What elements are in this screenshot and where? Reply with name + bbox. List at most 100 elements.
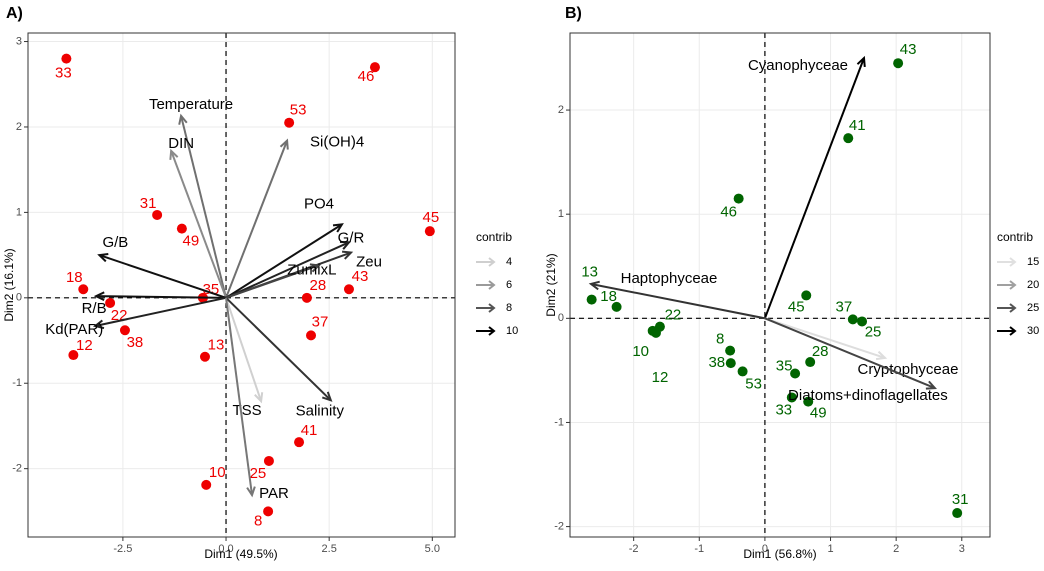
arrow-head bbox=[341, 250, 354, 260]
arrow-head bbox=[875, 350, 888, 361]
y-tick-label: 1 bbox=[16, 206, 22, 218]
variable-label: Kd(PAR) bbox=[45, 321, 103, 338]
arrow-head bbox=[925, 380, 938, 390]
point bbox=[857, 316, 868, 327]
legend-label: 6 bbox=[506, 279, 512, 291]
point bbox=[68, 350, 79, 361]
legend-title: contrib bbox=[997, 230, 1033, 244]
variable-arrow bbox=[764, 317, 886, 359]
point bbox=[733, 193, 744, 204]
variable-arrow bbox=[170, 150, 227, 299]
point-label: 12 bbox=[76, 337, 93, 354]
y-axis-title: Dim2 (16.1%) bbox=[2, 248, 16, 321]
legend-key-head bbox=[488, 326, 496, 336]
point bbox=[952, 508, 963, 519]
y-tick-label: 0 bbox=[558, 312, 564, 324]
point-label: 25 bbox=[865, 323, 882, 340]
point bbox=[650, 327, 661, 338]
point-label: 8 bbox=[716, 331, 724, 348]
variable-label: Cyanophyceae bbox=[748, 57, 848, 74]
point-label: 43 bbox=[352, 268, 369, 285]
y-axis-title: Dim2 (21%) bbox=[544, 253, 558, 316]
point-label: 25 bbox=[250, 465, 267, 482]
point-label: 46 bbox=[720, 204, 737, 221]
x-tick-label: -2 bbox=[629, 543, 639, 555]
point-label: 33 bbox=[775, 401, 792, 418]
arrow-head bbox=[332, 223, 344, 233]
arrow-head bbox=[321, 391, 333, 402]
point-label: 43 bbox=[900, 41, 917, 58]
point-label: 45 bbox=[422, 209, 439, 226]
point bbox=[790, 368, 801, 379]
arrow-head bbox=[169, 148, 179, 160]
point-label: 31 bbox=[140, 195, 157, 212]
plot-border bbox=[569, 32, 991, 538]
point bbox=[843, 133, 854, 144]
variable-arrow bbox=[225, 140, 289, 299]
arrow-head bbox=[246, 486, 256, 498]
arrow-head bbox=[588, 280, 600, 291]
chart-title: A) bbox=[6, 5, 23, 22]
variable-arrow bbox=[225, 297, 263, 402]
point bbox=[176, 223, 187, 234]
point-label: 18 bbox=[66, 269, 83, 286]
arrow-head bbox=[856, 55, 866, 68]
variable-label: G/R bbox=[338, 229, 365, 246]
legend-key-head bbox=[1009, 280, 1017, 290]
y-tick-label: 2 bbox=[558, 104, 564, 116]
variable-arrow bbox=[99, 254, 227, 299]
y-tick-label: -1 bbox=[554, 416, 564, 428]
point bbox=[801, 290, 812, 301]
y-tick-label: -2 bbox=[12, 463, 22, 475]
x-tick-label: 3 bbox=[959, 543, 965, 555]
point bbox=[424, 226, 435, 237]
point-label: 33 bbox=[55, 65, 72, 82]
x-tick-label: 2 bbox=[893, 543, 899, 555]
legend-key-head bbox=[1009, 326, 1017, 336]
point-label: 10 bbox=[632, 343, 649, 360]
variable-label: PAR bbox=[259, 485, 289, 502]
x-tick-label: -1 bbox=[694, 543, 704, 555]
variable-arrow bbox=[96, 295, 227, 299]
variable-label: Temperature bbox=[149, 96, 233, 113]
arrow-head bbox=[309, 263, 322, 273]
arrow-head bbox=[279, 138, 289, 150]
legend-label: 30 bbox=[1027, 325, 1039, 337]
point-label: 49 bbox=[183, 233, 200, 250]
variable-arrow bbox=[763, 57, 865, 319]
point-label: 35 bbox=[776, 357, 793, 374]
plot-background bbox=[28, 33, 455, 537]
legend-key-head bbox=[1009, 257, 1017, 267]
point bbox=[284, 117, 295, 128]
legend-label: 15 bbox=[1027, 256, 1039, 268]
point bbox=[306, 330, 317, 341]
point bbox=[725, 358, 736, 369]
variable-label: Zeu bbox=[356, 254, 382, 271]
point-label: 31 bbox=[952, 491, 969, 508]
point bbox=[847, 314, 858, 325]
x-tick-label: 0.0 bbox=[218, 543, 233, 555]
variable-label: ZumixL bbox=[287, 261, 336, 278]
point-label: 37 bbox=[836, 298, 853, 315]
variable-label: Cryptophyceae bbox=[858, 361, 959, 378]
point-label: 12 bbox=[652, 369, 669, 386]
point bbox=[369, 62, 380, 73]
point bbox=[786, 392, 797, 403]
variable-label: PO4 bbox=[304, 195, 334, 212]
arrow-head bbox=[178, 113, 188, 125]
y-tick-label: 3 bbox=[16, 35, 22, 47]
y-tick-label: 1 bbox=[558, 208, 564, 220]
point-label: 8 bbox=[254, 512, 262, 529]
variable-label: R/B bbox=[82, 300, 107, 317]
point bbox=[725, 345, 736, 356]
variable-arrow bbox=[590, 282, 766, 320]
point-label: 13 bbox=[208, 337, 225, 354]
point-label: 38 bbox=[708, 354, 725, 371]
chart-title: B) bbox=[565, 5, 582, 22]
point bbox=[805, 357, 816, 368]
y-tick-label: -1 bbox=[12, 377, 22, 389]
arrow-head bbox=[93, 291, 105, 302]
